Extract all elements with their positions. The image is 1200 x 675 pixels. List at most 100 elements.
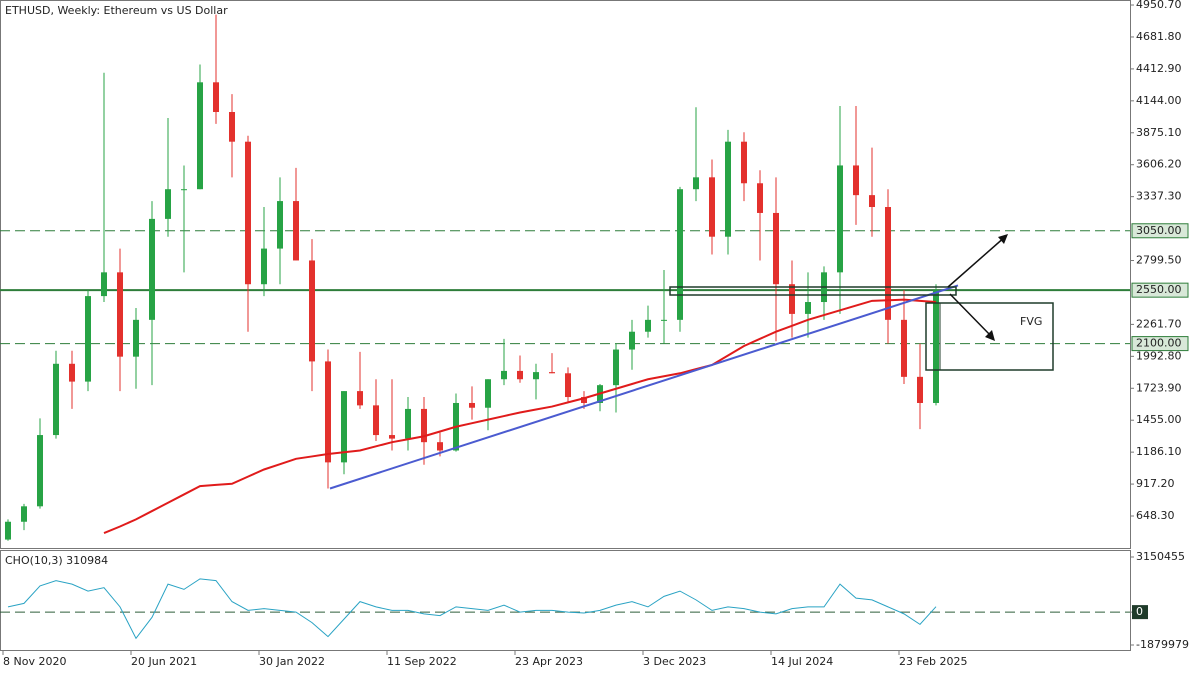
y-tick-label: 1186.10 bbox=[1136, 445, 1182, 458]
arrow-up-head bbox=[998, 234, 1008, 244]
y-tick-label: 3875.10 bbox=[1136, 126, 1182, 139]
main-frame bbox=[0, 0, 1131, 549]
candle-body bbox=[437, 442, 443, 451]
arrow-down bbox=[949, 293, 994, 339]
candle-body bbox=[725, 141, 731, 237]
candle-body bbox=[629, 331, 635, 350]
level-label: 2550.00 bbox=[1136, 283, 1182, 296]
candle-body bbox=[309, 260, 315, 362]
candle-body bbox=[581, 397, 587, 403]
level-label: 2100.00 bbox=[1136, 337, 1182, 350]
trend-line bbox=[329, 284, 959, 490]
candle-body bbox=[325, 361, 331, 463]
candle-body bbox=[149, 218, 155, 320]
level-tag bbox=[1131, 336, 1189, 352]
candle-body bbox=[517, 370, 523, 380]
candle-body bbox=[37, 435, 43, 507]
candle-body bbox=[901, 319, 907, 377]
arrow-up bbox=[947, 235, 1007, 288]
candle-body bbox=[917, 376, 923, 403]
y-tick-label: 2261.70 bbox=[1136, 317, 1182, 330]
candle-body bbox=[533, 372, 539, 380]
fvg-label: FVG bbox=[1020, 315, 1042, 328]
candle-body bbox=[341, 391, 347, 463]
candle-body bbox=[405, 408, 411, 439]
candle-body bbox=[293, 201, 299, 261]
candle-body bbox=[133, 319, 139, 357]
candle-body bbox=[197, 82, 203, 190]
y-tick-label: 1723.90 bbox=[1136, 381, 1182, 394]
y-tick-label: 4950.70 bbox=[1136, 0, 1182, 11]
chart-title: ETHUSD, Weekly: Ethereum vs US Dollar bbox=[5, 4, 228, 17]
candle-body bbox=[933, 290, 939, 403]
candle-body bbox=[709, 177, 715, 237]
candle-body bbox=[261, 248, 267, 285]
range-box bbox=[669, 286, 957, 296]
level-tag bbox=[1131, 223, 1189, 239]
y-tick-label: 917.20 bbox=[1136, 477, 1175, 490]
candle-body bbox=[885, 207, 891, 320]
candle-body bbox=[229, 111, 235, 142]
y-tick-label: 1455.00 bbox=[1136, 413, 1182, 426]
candle-body bbox=[101, 272, 107, 297]
x-tick-label: 8 Nov 2020 bbox=[3, 655, 66, 668]
indicator-frame bbox=[0, 550, 1131, 651]
level-label: 3050.00 bbox=[1136, 224, 1182, 237]
candle-body bbox=[805, 302, 811, 314]
candle-body bbox=[357, 391, 363, 406]
zero-tag bbox=[1132, 605, 1148, 620]
candle-body bbox=[869, 195, 875, 208]
candle-body bbox=[469, 402, 475, 408]
y-tick-label: 3606.20 bbox=[1136, 158, 1182, 171]
candle-body bbox=[245, 141, 251, 285]
y-tick-label: 0 bbox=[1136, 605, 1143, 618]
candle-body bbox=[117, 272, 123, 357]
y-tick-label: 3337.30 bbox=[1136, 190, 1182, 203]
candle-body bbox=[389, 435, 395, 439]
candle-body bbox=[757, 183, 763, 213]
candle-body bbox=[565, 373, 571, 398]
indicator-title: CHO(10,3) 310984 bbox=[5, 554, 108, 567]
candle-body bbox=[741, 141, 747, 184]
moving-average bbox=[103, 298, 937, 534]
candle-body bbox=[773, 212, 779, 285]
candle-body bbox=[549, 372, 555, 374]
x-tick-label: 23 Feb 2025 bbox=[899, 655, 967, 668]
y-tick-label: 2799.50 bbox=[1136, 254, 1182, 267]
candle-body bbox=[373, 405, 379, 436]
y-tick-label: 1992.80 bbox=[1136, 349, 1182, 362]
candle-body bbox=[645, 319, 651, 332]
candle-body bbox=[21, 506, 27, 522]
candle-body bbox=[53, 363, 59, 436]
fvg-box bbox=[925, 302, 1054, 371]
arrow-down-head bbox=[985, 330, 995, 341]
candle-body bbox=[613, 349, 619, 386]
candle-body bbox=[5, 521, 11, 540]
candle-body bbox=[69, 363, 75, 382]
y-tick-label: 4681.80 bbox=[1136, 30, 1182, 43]
x-tick-label: 20 Jun 2021 bbox=[131, 655, 197, 668]
y-tick-label: -1879979 bbox=[1136, 638, 1189, 651]
candle-body bbox=[277, 201, 283, 249]
candle-body bbox=[501, 370, 507, 380]
x-tick-label: 23 Apr 2023 bbox=[515, 655, 583, 668]
candle-body bbox=[165, 189, 171, 219]
candle-body bbox=[181, 189, 187, 191]
candle-body bbox=[677, 189, 683, 320]
candle-body bbox=[85, 296, 91, 382]
x-tick-label: 3 Dec 2023 bbox=[643, 655, 706, 668]
y-tick-label: 4144.00 bbox=[1136, 94, 1182, 107]
oscillator-line bbox=[7, 578, 937, 640]
candle-body bbox=[213, 82, 219, 112]
candle-body bbox=[693, 177, 699, 190]
candle-body bbox=[837, 165, 843, 273]
candle-body bbox=[485, 379, 491, 408]
y-tick-label: 648.30 bbox=[1136, 509, 1175, 522]
candle-body bbox=[789, 284, 795, 314]
y-tick-label: 3150455 bbox=[1136, 550, 1185, 563]
candle-body bbox=[661, 319, 667, 321]
candle-body bbox=[421, 408, 427, 443]
x-tick-label: 30 Jan 2022 bbox=[259, 655, 325, 668]
